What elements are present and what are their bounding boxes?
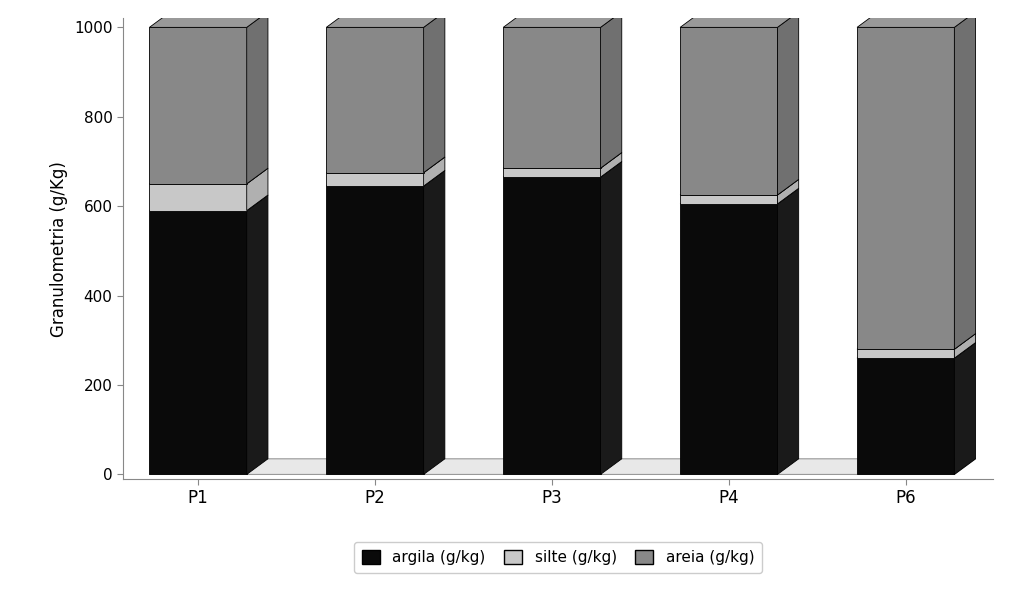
Polygon shape (247, 168, 268, 211)
Polygon shape (503, 177, 600, 475)
Polygon shape (150, 211, 247, 475)
Polygon shape (150, 184, 247, 211)
Legend: argila (g/kg), silte (g/kg), areia (g/kg): argila (g/kg), silte (g/kg), areia (g/kg… (354, 542, 762, 573)
Polygon shape (680, 179, 799, 195)
Polygon shape (327, 12, 444, 28)
Polygon shape (857, 333, 976, 349)
Polygon shape (150, 195, 268, 211)
Polygon shape (150, 459, 976, 475)
Polygon shape (857, 349, 954, 358)
Polygon shape (680, 12, 799, 28)
Polygon shape (600, 12, 622, 168)
Polygon shape (424, 171, 444, 475)
Polygon shape (503, 12, 622, 28)
Polygon shape (680, 195, 777, 204)
Polygon shape (600, 161, 622, 475)
Polygon shape (777, 188, 799, 475)
Polygon shape (857, 358, 954, 475)
Polygon shape (680, 188, 799, 204)
Polygon shape (327, 186, 424, 475)
Polygon shape (503, 152, 622, 168)
Polygon shape (857, 343, 976, 358)
Polygon shape (503, 168, 600, 177)
Polygon shape (247, 12, 268, 184)
Polygon shape (503, 161, 622, 177)
Polygon shape (857, 28, 954, 349)
Polygon shape (600, 152, 622, 177)
Polygon shape (327, 28, 424, 173)
Polygon shape (150, 28, 247, 184)
Polygon shape (857, 12, 976, 28)
Polygon shape (424, 157, 444, 186)
Polygon shape (777, 179, 799, 204)
Polygon shape (424, 12, 444, 173)
Polygon shape (150, 12, 268, 28)
Polygon shape (680, 28, 777, 195)
Polygon shape (327, 157, 444, 173)
Polygon shape (503, 28, 600, 168)
Polygon shape (327, 171, 444, 186)
Polygon shape (954, 12, 976, 349)
Polygon shape (777, 12, 799, 195)
Polygon shape (327, 173, 424, 186)
Polygon shape (247, 195, 268, 475)
Polygon shape (680, 204, 777, 475)
Polygon shape (150, 168, 268, 184)
Polygon shape (954, 333, 976, 358)
Y-axis label: Granulometria (g/Kg): Granulometria (g/Kg) (50, 161, 69, 336)
Polygon shape (954, 343, 976, 475)
